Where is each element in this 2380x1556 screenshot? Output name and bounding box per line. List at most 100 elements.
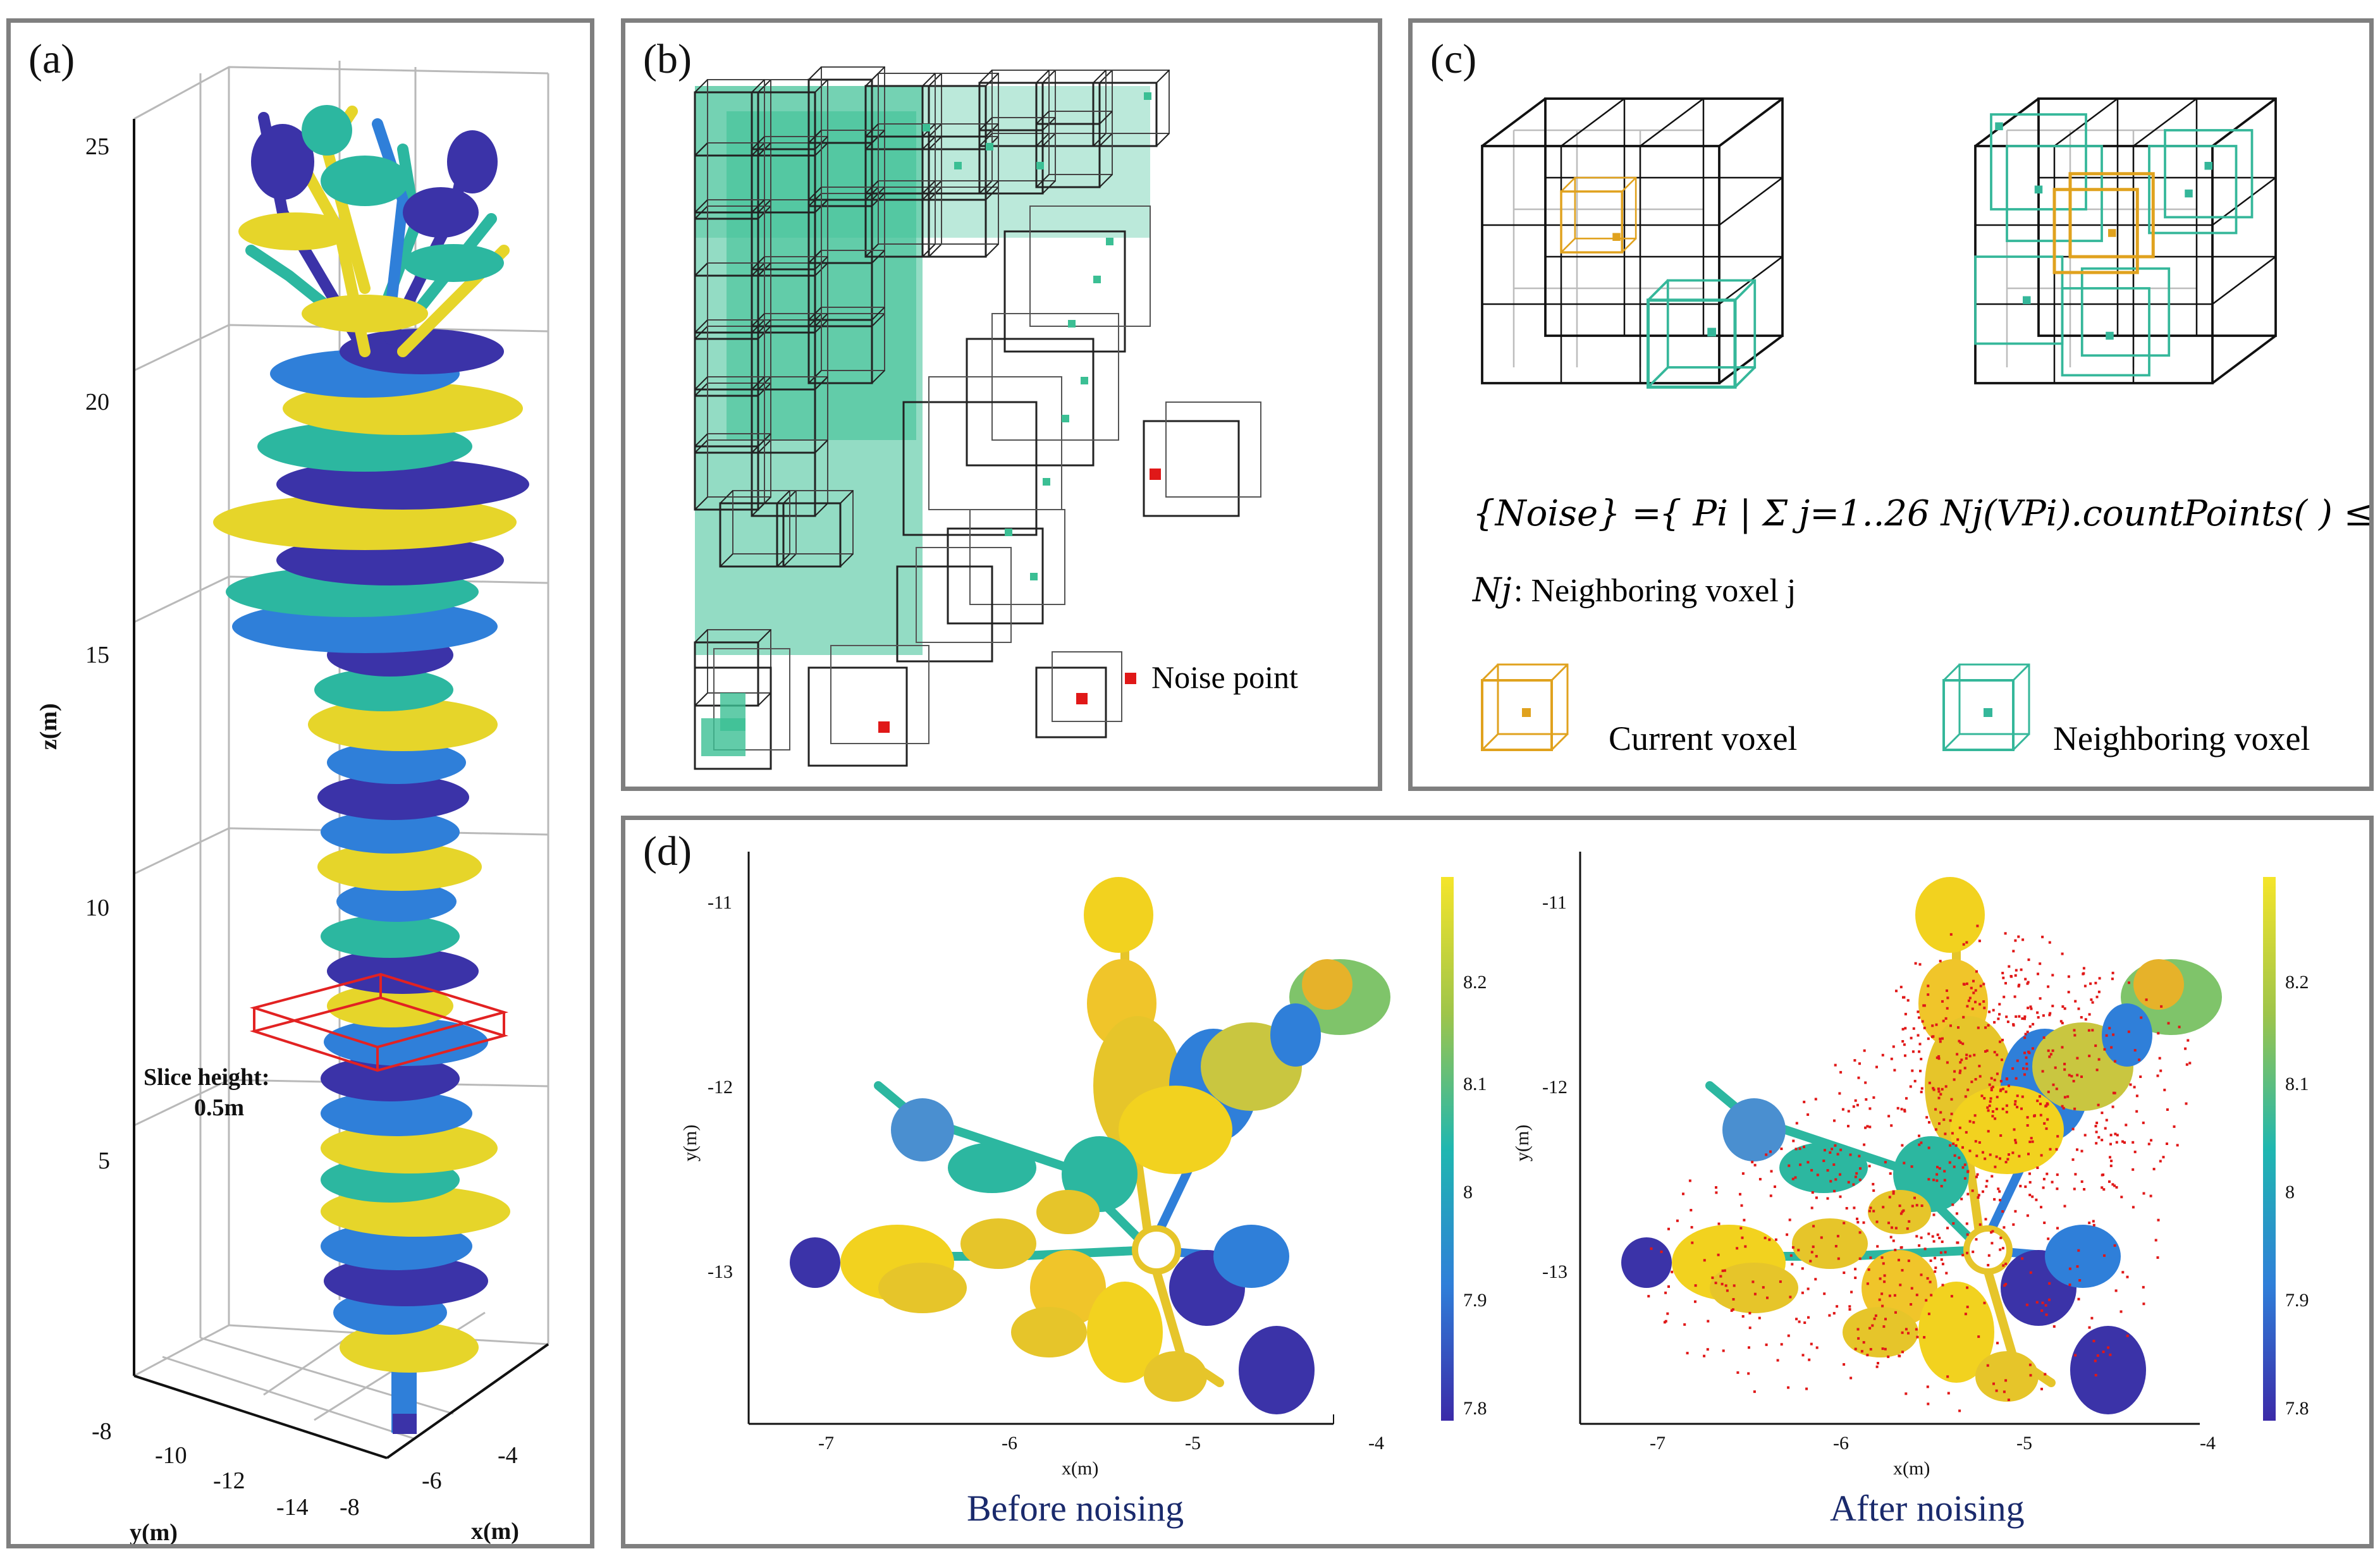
noise-dot bbox=[2041, 935, 2044, 938]
noise-dot bbox=[1883, 1280, 1886, 1283]
noise-dot bbox=[1839, 1173, 1841, 1176]
panel-b-voxel-plot: Noise point bbox=[694, 66, 1298, 770]
noise-dot bbox=[1890, 1124, 1893, 1127]
noise-dot bbox=[2132, 1168, 2135, 1171]
plot-after: -11 -12 -13 y(m) -7 -6 -5 -4 x(m) 8.2 8.… bbox=[1512, 852, 2309, 1529]
caption-after: After noising bbox=[1830, 1488, 2025, 1529]
noise-dot bbox=[1910, 1303, 1913, 1306]
noise-dot bbox=[2008, 1153, 2010, 1156]
noise-dot bbox=[1848, 1305, 1851, 1308]
noise-dot bbox=[2101, 1186, 2104, 1189]
noise-dot bbox=[2036, 1100, 2039, 1103]
noise-dot bbox=[2126, 1334, 2129, 1337]
y-tick: -12 bbox=[1542, 1077, 1567, 1098]
noise-dot bbox=[1959, 1041, 1962, 1044]
noise-dot bbox=[1694, 1284, 1697, 1287]
noise-dot bbox=[1999, 1080, 2003, 1082]
noise-dot bbox=[1937, 1057, 1941, 1060]
noise-dot bbox=[2028, 1172, 2031, 1175]
noise-dot bbox=[1998, 1190, 2001, 1193]
noise-dot bbox=[2162, 1156, 2165, 1159]
panel-d-label: (d) bbox=[643, 828, 692, 874]
noise-dot bbox=[2047, 1091, 2050, 1093]
noise-dot bbox=[1857, 1337, 1860, 1340]
noise-dot bbox=[2067, 991, 2070, 994]
noise-dot bbox=[1954, 1144, 1958, 1147]
noise-dot bbox=[1707, 1320, 1710, 1323]
noise-dot bbox=[2001, 1210, 2004, 1213]
noise-dot bbox=[1965, 1053, 1968, 1057]
noise-dot bbox=[1847, 1110, 1850, 1113]
panel-a-tree-plot: 25 20 15 10 5 z(m) -8 -10 -12 -14 y(m) -… bbox=[35, 61, 549, 1544]
noise-dot bbox=[1868, 1125, 1872, 1129]
noise-dot bbox=[1810, 1251, 1813, 1254]
noise-dot bbox=[1937, 1090, 1941, 1093]
noise-dot bbox=[2091, 1029, 2094, 1032]
noise-dot bbox=[2016, 1106, 2019, 1108]
noise-dot bbox=[1918, 1143, 1921, 1146]
noise-dot bbox=[2104, 1127, 2107, 1130]
noise-dot bbox=[2077, 1007, 2080, 1010]
noise-dot bbox=[1956, 1053, 1959, 1056]
panel-d: (d) bbox=[621, 816, 2374, 1548]
x-tick: -4 bbox=[1368, 1433, 1384, 1454]
noise-dot bbox=[1963, 1067, 1966, 1070]
noise-dot bbox=[2073, 1107, 2076, 1110]
noise-dot bbox=[1977, 1335, 1980, 1339]
noise-dot bbox=[1929, 1280, 1932, 1283]
noise-dot bbox=[1694, 1300, 1696, 1303]
noise-dot bbox=[1923, 1004, 1926, 1007]
noise-dot bbox=[2025, 1056, 2028, 1059]
noise-dot bbox=[2133, 1049, 2137, 1052]
noise-dot bbox=[2003, 1284, 2006, 1287]
noise-dot bbox=[1766, 1296, 1769, 1299]
noise-dot bbox=[2111, 1105, 2114, 1108]
noise-dot bbox=[1703, 1354, 1706, 1357]
y-tick: -11 bbox=[1542, 892, 1567, 913]
noise-dot bbox=[2080, 1016, 2083, 1019]
noise-dot bbox=[2017, 984, 2020, 988]
colorbar bbox=[1441, 877, 1454, 1421]
noise-dot bbox=[1812, 1245, 1815, 1248]
noise-dot bbox=[2073, 1029, 2076, 1032]
noise-dot bbox=[1866, 1125, 1869, 1128]
noise-dot bbox=[2044, 1373, 2047, 1376]
noise-dot bbox=[2041, 1070, 2044, 1073]
noise-dot bbox=[1855, 1172, 1858, 1175]
noise-dot bbox=[1998, 1013, 2001, 1016]
noise-dot bbox=[1999, 1248, 2002, 1251]
noise-dot bbox=[1918, 1043, 1922, 1046]
noise-dot bbox=[1810, 1206, 1813, 1210]
noise-dot bbox=[1973, 1114, 1977, 1117]
noise-dot bbox=[2159, 1069, 2162, 1072]
noise-dot bbox=[1703, 1259, 1706, 1262]
noise-dot bbox=[1901, 1027, 1905, 1031]
noise-dot bbox=[1966, 1192, 1970, 1196]
noise-dot bbox=[1787, 1386, 1790, 1389]
noise-dot bbox=[2001, 1247, 2004, 1250]
noise-dot bbox=[2132, 1141, 2135, 1144]
noise-dot bbox=[1974, 989, 1977, 992]
noise-dot bbox=[1836, 1235, 1839, 1238]
noise-dot bbox=[1990, 1175, 1994, 1178]
noise-dot bbox=[2080, 1075, 2083, 1078]
noise-dot bbox=[2095, 1122, 2099, 1124]
noise-dot bbox=[1667, 1285, 1670, 1288]
noise-dot bbox=[2003, 1226, 2006, 1229]
y-tick: -13 bbox=[708, 1261, 733, 1282]
noise-dot bbox=[1866, 1282, 1869, 1285]
noise-dot bbox=[1722, 1349, 1725, 1352]
noise-dot bbox=[1987, 1024, 1990, 1027]
noise-dot bbox=[1978, 940, 1981, 943]
noise-dot bbox=[2178, 1026, 2181, 1029]
noise-dot bbox=[1744, 1245, 1747, 1248]
noise-dot bbox=[2020, 968, 2023, 971]
noise-dot bbox=[2040, 1154, 2043, 1157]
noise-dot bbox=[2114, 1289, 2118, 1292]
noise-dot bbox=[2023, 1015, 2027, 1018]
noise-dot bbox=[1941, 1000, 1944, 1003]
colorbar-tick: 8.1 bbox=[1463, 1074, 1487, 1094]
noise-dot bbox=[1934, 1128, 1937, 1131]
noise-dot bbox=[1994, 1117, 1997, 1120]
noise-dot bbox=[2015, 969, 2018, 972]
